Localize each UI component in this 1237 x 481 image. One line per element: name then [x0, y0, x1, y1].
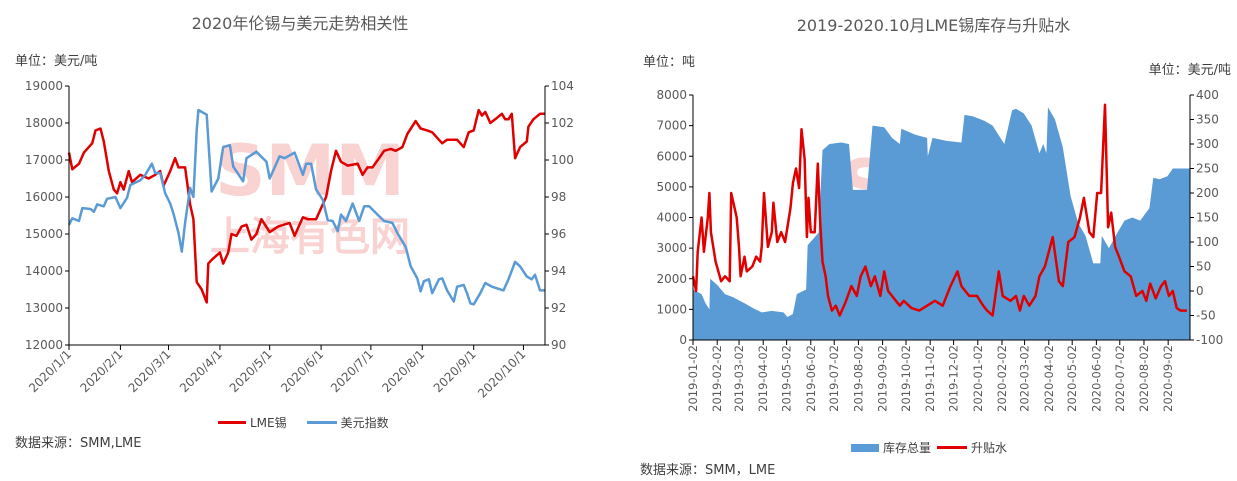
- y-left-tick-label: 15000: [25, 227, 63, 241]
- right-chart-title: 2019-2020.10月LME锡库存与升贴水: [796, 16, 1071, 35]
- y-right-tick-label: 90: [551, 338, 566, 352]
- y-left-tick-label: 6000: [656, 149, 687, 163]
- y-right-tick-label: 250: [1196, 162, 1219, 176]
- y-right-tick-label: 0: [1196, 284, 1204, 298]
- y-right-tick-label: 300: [1196, 137, 1219, 151]
- y-right-tick-label: 100: [1196, 235, 1219, 249]
- y-right-tick-label: 102: [551, 116, 574, 130]
- y-right-tick-label: 96: [551, 227, 566, 241]
- x-tick-label: 2019-07-02: [827, 345, 841, 412]
- y-left-tick-label: 8000: [656, 88, 687, 102]
- x-tick-label: 2019-02-02: [710, 345, 724, 412]
- y-right-tick-label: -100: [1196, 333, 1223, 347]
- x-tick-label: 2019-06-02: [804, 345, 818, 412]
- x-tick-label: 2020/3/1: [126, 347, 174, 395]
- x-tick-label: 2020-07-02: [1113, 345, 1127, 412]
- y-right-tick-label: 150: [1196, 211, 1219, 225]
- series-line-1: [67, 108, 545, 306]
- y-right-tick-label: 50: [1196, 260, 1211, 274]
- legend-swatch-inventory: [851, 443, 879, 452]
- x-tick-label: 2020-08-02: [1137, 345, 1151, 412]
- y-left-tick-label: 3000: [656, 241, 687, 255]
- x-tick-label: 2020-02-02: [995, 345, 1009, 412]
- legend-label-inventory: 库存总量: [883, 441, 932, 455]
- x-tick-label: 2019-09-02: [876, 345, 890, 412]
- y-left-tick-label: 4000: [656, 211, 687, 225]
- x-tick-label: 2020-04-02: [1042, 345, 1056, 412]
- y-right-tick-label: 94: [551, 264, 566, 278]
- y-right-tick-label: 350: [1196, 113, 1219, 127]
- y-left-tick-label: 2000: [656, 272, 687, 286]
- left-chart-title: 2020年伦锡与美元走势相关性: [191, 14, 409, 33]
- y-left-tick-label: 5000: [656, 180, 687, 194]
- x-tick-label: 2020/9/1: [431, 347, 479, 395]
- x-tick-label: 2020-06-02: [1089, 345, 1103, 412]
- legend-label-usd: 美元指数: [340, 416, 389, 430]
- x-tick-label: 2019-08-02: [851, 345, 865, 412]
- y-right-tick-label: 104: [551, 79, 574, 93]
- x-tick-label: 2020-05-02: [1065, 345, 1079, 412]
- y-left-tick-label: 17000: [25, 153, 63, 167]
- y-right-tick-label: 92: [551, 301, 566, 315]
- y-left-tick-label: 18000: [25, 116, 63, 130]
- y-left-tick-label: 19000: [25, 79, 63, 93]
- legend-swatch-usd: [306, 421, 337, 424]
- right-chart-source: 数据来源：SMM，LME: [640, 463, 776, 478]
- legend-label-tin: LME锡: [250, 416, 287, 430]
- legend-swatch-tin: [218, 421, 246, 424]
- series-area-0: [693, 107, 1190, 340]
- right-legend: 库存总量 升贴水: [851, 439, 1007, 456]
- y-left-tick-label: 0: [679, 333, 687, 347]
- y-right-tick-label: 98: [551, 190, 566, 204]
- y-right-tick-label: 100: [551, 153, 574, 167]
- x-tick-label: 2019-11-02: [923, 345, 937, 412]
- y-right-tick-label: -50: [1196, 309, 1216, 323]
- x-tick-label: 2020/6/1: [278, 347, 326, 395]
- x-tick-label: 2020-09-02: [1161, 345, 1175, 412]
- x-tick-label: 2019-04-02: [756, 345, 770, 412]
- legend-swatch-spread: [937, 446, 968, 449]
- watermark-logo: SMM: [215, 130, 405, 212]
- right-chart-unit-left: 单位：吨: [643, 55, 696, 70]
- y-left-tick-label: 1000: [656, 302, 687, 316]
- y-left-tick-label: 12000: [25, 338, 63, 352]
- x-tick-label: 2019-03-02: [732, 345, 746, 412]
- y-right-tick-label: 200: [1196, 186, 1219, 200]
- series-line-0: [67, 108, 545, 304]
- x-tick-label: 2019-12-02: [947, 345, 961, 412]
- x-tick-label: 2020/5/1: [227, 347, 275, 395]
- y-left-tick-label: 13000: [25, 301, 63, 315]
- x-tick-label: 2020/10/1: [475, 347, 528, 400]
- left-chart-source: 数据来源：SMM,LME: [15, 436, 142, 451]
- legend-label-spread: 升贴水: [971, 441, 1008, 455]
- x-tick-label: 2020/7/1: [328, 347, 376, 395]
- x-tick-label: 2020-03-02: [1018, 345, 1032, 412]
- y-right-tick-label: 400: [1196, 88, 1219, 102]
- x-tick-label: 2019-01-02: [686, 345, 700, 412]
- x-tick-label: 2020/2/1: [78, 347, 126, 395]
- x-tick-label: 2020/1/1: [26, 347, 74, 395]
- x-tick-label: 2020/4/1: [177, 347, 225, 395]
- x-tick-label: 2020-01-02: [971, 345, 985, 412]
- y-left-tick-label: 16000: [25, 190, 63, 204]
- series-line-1: [691, 103, 1187, 317]
- left-legend: LME锡 美元指数: [218, 414, 389, 431]
- y-left-tick-label: 14000: [25, 264, 63, 278]
- right-chart-svg: SMM上海有色网01000200030004000500060007000800…: [656, 88, 1223, 412]
- watermark-name: 上海有色网: [210, 214, 410, 260]
- x-tick-label: 2019-10-02: [899, 345, 913, 412]
- x-tick-label: 2019-05-02: [780, 345, 794, 412]
- right-chart-unit-right: 单位：美元/吨: [1148, 63, 1231, 78]
- y-left-tick-label: 7000: [656, 119, 687, 133]
- x-tick-label: 2020/8/1: [379, 347, 427, 395]
- left-chart-unit: 单位：美元/吨: [15, 54, 98, 69]
